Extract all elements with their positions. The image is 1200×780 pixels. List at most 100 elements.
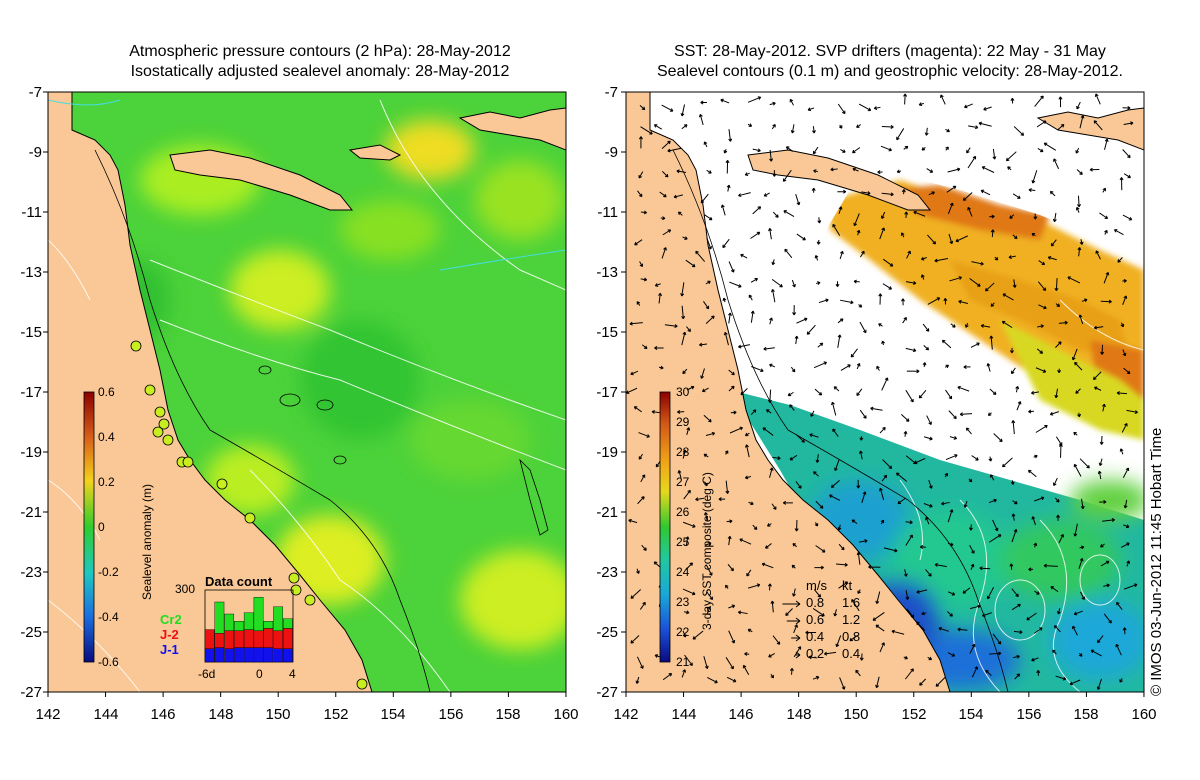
velocity-arrow <box>876 365 880 371</box>
velocity-arrow <box>1055 675 1067 681</box>
lon-tick: 158 <box>1073 706 1099 723</box>
velocity-arrow <box>770 289 776 303</box>
velocity-arrow <box>795 194 801 206</box>
velocity-arrow <box>1010 480 1015 485</box>
velocity-arrow <box>772 635 781 645</box>
velocity-arrow <box>817 217 822 224</box>
velocity-arrow <box>703 512 708 521</box>
velocity-arrow <box>1100 543 1105 548</box>
velocity-arrow <box>703 301 710 310</box>
velocity-arrow <box>723 331 729 346</box>
velocity-arrow <box>1031 170 1038 184</box>
velocity-arrow <box>1057 368 1062 374</box>
velocity-arrow <box>969 278 981 287</box>
velocity-arrow <box>1036 348 1044 354</box>
vel-row-ms: 0.2 <box>806 646 825 661</box>
velocity-arrow <box>879 426 886 434</box>
velocity-arrow <box>728 630 736 644</box>
velocity-arrow <box>726 519 733 524</box>
lat-tick: -19 <box>596 444 618 461</box>
velocity-arrow <box>927 297 941 305</box>
velocity-arrow <box>990 229 995 238</box>
velocity-arrow <box>895 472 908 482</box>
data-count-bar-j1 <box>243 647 254 663</box>
velocity-arrow <box>905 347 917 353</box>
velocity-arrow <box>1126 560 1131 567</box>
vel-header-ms: m/s <box>806 578 827 593</box>
velocity-arrow <box>653 561 661 568</box>
velocity-arrow <box>661 140 671 150</box>
velocity-arrow <box>1076 169 1083 175</box>
velocity-arrow <box>772 211 779 218</box>
velocity-arrow <box>789 667 794 675</box>
velocity-arrow <box>762 427 774 436</box>
velocity-arrow <box>955 235 968 243</box>
velocity-arrow <box>1043 563 1059 568</box>
lon-tick: 158 <box>495 706 521 723</box>
velocity-arrow <box>832 428 839 437</box>
velocity-arrow <box>1090 649 1102 657</box>
velocity-arrow <box>1099 436 1104 445</box>
velocity-arrow <box>728 312 732 324</box>
velocity-arrow <box>963 365 971 369</box>
data-count-bar-cr2 <box>214 601 225 634</box>
velocity-arrow <box>808 655 818 660</box>
velocity-arrow <box>740 387 748 396</box>
velocity-arrow <box>793 646 802 658</box>
velocity-arrow <box>1043 142 1057 151</box>
velocity-arrow <box>1102 187 1106 193</box>
velocity-arrow <box>738 192 751 198</box>
velocity-arrow <box>837 318 844 324</box>
velocity-arrow <box>748 501 754 506</box>
velocity-arrow <box>1103 272 1110 284</box>
velocity-arrow <box>1012 234 1018 240</box>
lon-tick: 144 <box>93 706 119 723</box>
velocity-arrow <box>969 643 976 654</box>
velocity-arrow <box>971 261 984 266</box>
velocity-arrow <box>703 141 708 148</box>
velocity-arrow <box>838 124 843 129</box>
velocity-arrow <box>968 125 979 130</box>
velocity-arrow <box>957 385 970 392</box>
velocity-arrow <box>896 169 902 174</box>
velocity-arrow <box>1093 371 1102 381</box>
velocity-arrow <box>1099 212 1109 220</box>
velocity-arrow <box>1079 115 1085 129</box>
sla-tick: 0 <box>98 520 105 534</box>
velocity-arrow <box>838 206 843 214</box>
velocity-arrow <box>772 456 781 461</box>
velocity-arrow <box>947 652 956 657</box>
right-title-line1: SST: 28-May-2012. SVP drifters (magenta)… <box>674 43 1106 60</box>
velocity-arrow <box>947 542 954 547</box>
velocity-arrow <box>925 516 930 525</box>
velocity-arrow <box>859 409 867 419</box>
velocity-arrow <box>1011 588 1019 598</box>
velocity-arrow <box>838 581 849 589</box>
velocity-arrow <box>651 409 660 414</box>
velocity-arrow <box>988 498 997 504</box>
velocity-arrow <box>818 298 829 304</box>
velocity-arrow <box>830 479 840 488</box>
velocity-arrow <box>812 608 825 617</box>
velocity-arrow <box>769 149 774 162</box>
velocity-arrow <box>832 223 841 236</box>
velocity-arrow <box>1001 320 1013 329</box>
lat-tick: -17 <box>20 384 42 401</box>
velocity-arrow <box>941 501 950 506</box>
velocity-arrow <box>856 479 861 489</box>
velocity-arrow <box>638 171 644 179</box>
velocity-arrow <box>904 211 909 218</box>
velocity-arrow <box>796 233 806 241</box>
velocity-arrow <box>851 519 858 524</box>
vel-row-kt: 0.4 <box>842 646 861 661</box>
velocity-arrow <box>840 148 846 153</box>
velocity-arrow <box>664 324 678 328</box>
velocity-arrow <box>742 664 750 675</box>
velocity-arrow <box>1034 590 1040 595</box>
velocity-arrow <box>682 368 688 375</box>
data-count-bar-cr2 <box>273 606 283 631</box>
velocity-arrow <box>639 261 644 268</box>
velocity-arrow <box>682 449 687 459</box>
velocity-arrow <box>1093 120 1103 131</box>
velocity-arrow <box>813 169 819 174</box>
